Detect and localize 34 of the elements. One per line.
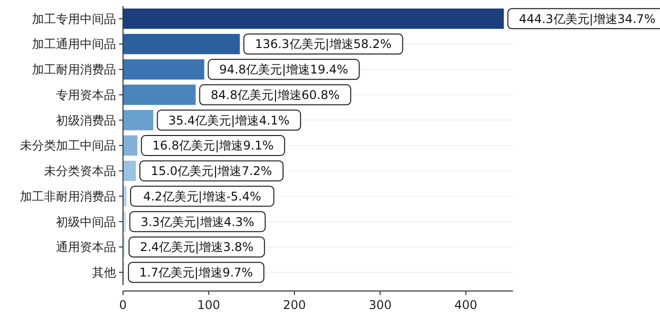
data-label: 15.0亿美元|增速7.2% [150, 164, 272, 178]
bar [123, 84, 196, 105]
x-tick-label: 300 [368, 298, 392, 312]
data-label: 1.7亿美元|增速9.7% [139, 266, 253, 280]
data-label: 2.4亿美元|增速3.8% [140, 240, 254, 254]
y-tick-label: 加工专用中间品 [32, 12, 116, 26]
data-label: 444.3亿美元|增速34.7% [518, 12, 656, 26]
y-tick-label: 未分类资本品 [44, 164, 116, 178]
y-tick-label: 通用资本品 [56, 240, 116, 254]
data-label: 4.2亿美元|增速-5.4% [143, 189, 262, 204]
x-tick-label: 400 [454, 298, 478, 312]
y-tick-label: 初级中间品 [56, 214, 116, 229]
x-tick-label: 200 [282, 298, 306, 312]
data-label: 16.8亿美元|增速9.1% [152, 138, 274, 153]
bar [123, 59, 204, 80]
bar [123, 135, 138, 156]
y-tick-label: 其他 [92, 266, 116, 280]
x-tick-label: 0 [119, 298, 127, 312]
bar [123, 8, 504, 29]
y-tick-label: 专用资本品 [56, 88, 116, 102]
data-label: 136.3亿美元|增速58.2% [254, 37, 392, 52]
y-tick-label: 加工通用中间品 [32, 37, 116, 52]
bar [123, 34, 240, 54]
y-tick-label: 加工非耐用消费品 [20, 189, 116, 204]
data-label: 3.3亿美元|增速4.3% [140, 214, 254, 229]
y-tick-label: 加工耐用消费品 [32, 62, 116, 77]
bar [123, 110, 154, 130]
x-tick-label: 100 [197, 298, 220, 312]
data-label: 84.8亿美元|增速60.8% [210, 88, 340, 102]
y-tick-label: 初级消费品 [56, 113, 116, 128]
bar [123, 160, 136, 182]
data-label: 35.4亿美元|增速4.1% [168, 113, 290, 128]
y-tick-label: 未分类加工中间品 [20, 138, 116, 153]
data-label: 94.8亿美元|增速19.4% [219, 62, 348, 77]
